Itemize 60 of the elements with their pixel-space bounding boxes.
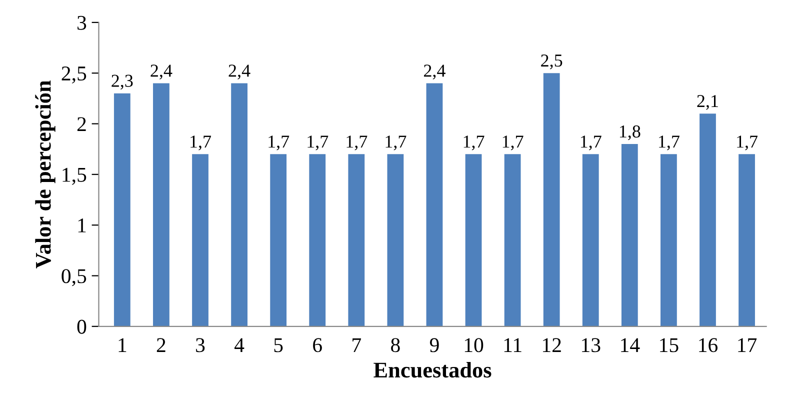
- data-label: 1,7: [580, 136, 602, 150]
- bar: [700, 114, 716, 326]
- data-label: 2,4: [150, 64, 172, 80]
- x-tick-label: 5: [274, 338, 283, 352]
- data-label: 1,7: [659, 136, 680, 150]
- x-tick-label: 10: [464, 338, 484, 352]
- bar: [114, 93, 130, 326]
- x-tick-label: 3: [196, 338, 205, 352]
- bar: [621, 144, 638, 326]
- y-tick-label: 2,5: [62, 66, 86, 84]
- data-label: 1,7: [737, 136, 758, 150]
- x-tick-label: 6: [313, 338, 322, 352]
- x-tick-label: 12: [543, 338, 561, 352]
- data-label: 1,7: [190, 136, 212, 150]
- bar: [543, 73, 560, 326]
- bar: [153, 83, 170, 326]
- x-tick-label: 16: [699, 338, 718, 352]
- data-label: 2,1: [697, 95, 718, 110]
- bar: [309, 154, 326, 326]
- x-tick-label: 4: [234, 338, 244, 352]
- y-tick-label: 1: [78, 218, 86, 232]
- data-label: 1,7: [308, 136, 328, 150]
- bar: [660, 154, 677, 326]
- data-label: 1,7: [346, 136, 368, 150]
- data-label: 2,3: [112, 74, 133, 90]
- data-label: 1,7: [502, 136, 524, 150]
- x-tick-label: 2: [156, 338, 166, 352]
- x-tick-label: 13: [582, 338, 600, 352]
- y-tick-label: 0: [77, 320, 86, 334]
- y-tick-label: 1,5: [62, 168, 86, 185]
- data-label: 1,7: [464, 136, 484, 150]
- data-label: 1,7: [268, 136, 290, 150]
- x-tick-label: 14: [621, 338, 640, 352]
- data-label: 2,4: [424, 64, 446, 80]
- data-label: 2,5: [541, 54, 562, 70]
- data-label: 1,8: [620, 125, 640, 140]
- x-tick-label: 1: [118, 338, 126, 352]
- y-tick-label: 0,5: [62, 269, 86, 286]
- data-label: 1,7: [386, 136, 406, 150]
- x-tick-label: 7: [352, 338, 362, 352]
- x-tick-label: 15: [660, 338, 678, 352]
- bar: [348, 154, 365, 326]
- x-axis-title: Encuestados: [374, 362, 492, 378]
- bar: [387, 154, 404, 326]
- bar: [192, 154, 208, 326]
- data-label: 2,4: [228, 64, 250, 80]
- bar: [426, 83, 443, 326]
- x-tick-label: 9: [430, 338, 439, 352]
- bar: [738, 154, 755, 326]
- x-tick-label: 11: [504, 338, 522, 352]
- y-tick-label: 3: [78, 16, 86, 30]
- x-tick-label: 17: [738, 338, 757, 352]
- bar: [582, 154, 599, 326]
- y-axis-title: Valor de percepción: [35, 80, 56, 268]
- bar: [504, 154, 521, 326]
- bar: [231, 83, 248, 326]
- y-tick-label: 2: [77, 117, 86, 131]
- bar: [465, 154, 482, 326]
- bar: [270, 154, 287, 326]
- x-tick-label: 8: [391, 338, 400, 352]
